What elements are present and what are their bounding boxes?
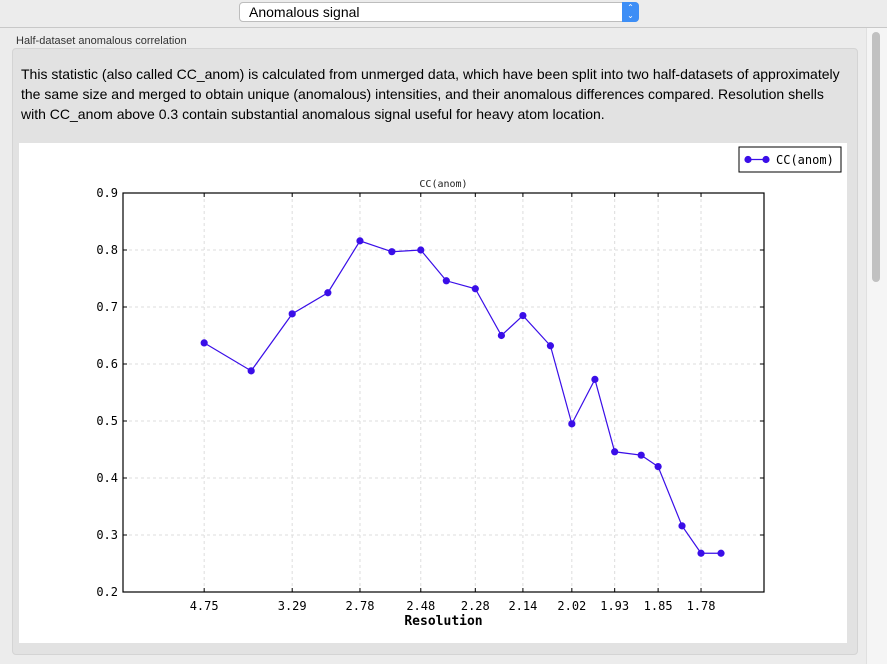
section-select[interactable]: Anomalous signal ⌃ ⌄ — [239, 2, 639, 22]
data-point — [442, 277, 450, 285]
x-tick-label: 2.28 — [461, 599, 490, 613]
data-point — [591, 375, 599, 383]
legend-label: CC(anom) — [776, 153, 834, 167]
toolbar: Anomalous signal ⌃ ⌄ — [0, 0, 887, 28]
data-point — [546, 342, 555, 350]
y-tick-label: 0.2 — [96, 585, 118, 599]
data-point — [717, 549, 725, 557]
scrollbar-thumb[interactable] — [872, 32, 880, 282]
vertical-scrollbar[interactable] — [866, 28, 887, 664]
data-point — [200, 339, 208, 347]
plot-panel: 0.2 0.3 0.4 0.5 0.6 0.7 0.8 0.9 4.75 3.29 2.78 2.48… — [19, 143, 847, 643]
data-point — [568, 420, 576, 428]
series-line — [203, 240, 722, 554]
data-point — [388, 248, 396, 256]
data-point — [637, 451, 645, 459]
data-point — [471, 285, 479, 293]
content-area: Half-dataset anomalous correlation This … — [0, 28, 866, 664]
x-tick-label: 2.14 — [508, 599, 537, 613]
x-tick-label: 1.85 — [644, 599, 673, 613]
y-tick-label: 0.4 — [96, 471, 118, 485]
section-select-value: Anomalous signal — [249, 4, 360, 20]
x-tick-label: 2.78 — [346, 599, 375, 613]
y-tick-label: 0.9 — [96, 186, 118, 200]
data-point — [678, 522, 686, 530]
x-tick-label: 3.29 — [278, 599, 307, 613]
data-point — [611, 448, 619, 456]
description-text: This statistic (also called CC_anom) is … — [21, 66, 840, 122]
y-tick-label: 0.8 — [96, 243, 118, 257]
updown-chevron-icon: ⌃ ⌄ — [622, 2, 639, 22]
data-point — [247, 367, 255, 375]
data-point — [417, 246, 425, 254]
x-tick-label: 1.93 — [600, 599, 629, 613]
group-box: This statistic (also called CC_anom) is … — [12, 48, 858, 655]
legend-marker — [762, 155, 770, 164]
y-tick-label: 0.3 — [96, 528, 118, 542]
x-tick-label: 4.75 — [190, 599, 219, 613]
data-point — [288, 310, 296, 318]
x-axis-label: Resolution — [404, 614, 482, 629]
data-point — [356, 237, 364, 245]
chart-title: CC(anom) — [419, 179, 467, 190]
y-tick-label: 0.7 — [96, 300, 118, 314]
y-tick-label: 0.5 — [96, 414, 118, 428]
data-point — [697, 549, 705, 557]
x-tick-label: 2.48 — [406, 599, 435, 613]
data-point — [654, 463, 662, 471]
plot-frame — [122, 192, 765, 593]
cc-anom-chart: 0.2 0.3 0.4 0.5 0.6 0.7 0.8 0.9 4.75 3.29 2.78 2.48… — [96, 146, 842, 629]
data-point — [519, 311, 527, 320]
x-tick-label: 1.78 — [687, 599, 716, 613]
data-point — [497, 331, 505, 340]
y-tick-label: 0.6 — [96, 357, 118, 371]
legend-marker — [744, 155, 752, 164]
group-title: Half-dataset anomalous correlation — [16, 35, 187, 47]
data-point — [324, 289, 332, 297]
x-tick-label: 2.02 — [557, 599, 586, 613]
